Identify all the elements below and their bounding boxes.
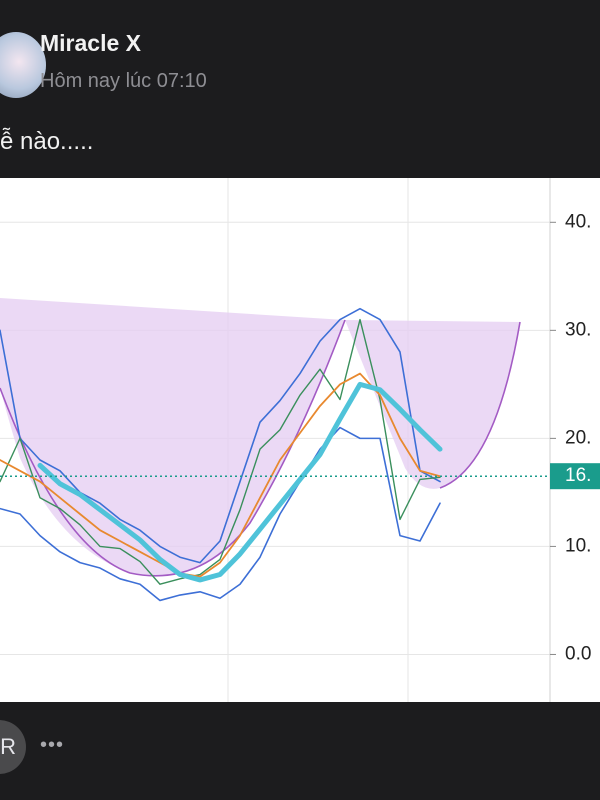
y-tick-label: 30. [565, 319, 591, 340]
author-avatar[interactable] [0, 32, 46, 98]
y-tick-label: 0.0 [565, 643, 591, 664]
author-name[interactable]: Miracle X [40, 30, 141, 56]
chart-layer: 40. 30. 20. 10. 0.0 16. [0, 211, 600, 664]
y-tick-label: 20. [565, 427, 591, 448]
more-button[interactable]: ••• [40, 734, 65, 756]
price-label: 16. [565, 465, 591, 486]
chart[interactable]: 40. 30. 20. 10. 0.0 16. [0, 178, 600, 702]
series-line [0, 426, 441, 602]
post-text: ễ nào..... [0, 128, 94, 155]
cup-shape [0, 298, 345, 576]
series-line [37, 381, 443, 583]
cup-line [0, 319, 346, 577]
series-line [0, 372, 441, 578]
y-tick-label: 40. [565, 211, 591, 232]
post-time[interactable]: Hôm nay lúc 07:10 [40, 70, 207, 92]
series-line [0, 318, 441, 585]
series-line [0, 307, 441, 564]
cup-line [439, 321, 521, 489]
reply-avatar[interactable]: R [0, 720, 26, 774]
cup-shape [345, 320, 520, 489]
y-tick-label: 10. [565, 535, 591, 556]
price-label-box [550, 463, 600, 490]
